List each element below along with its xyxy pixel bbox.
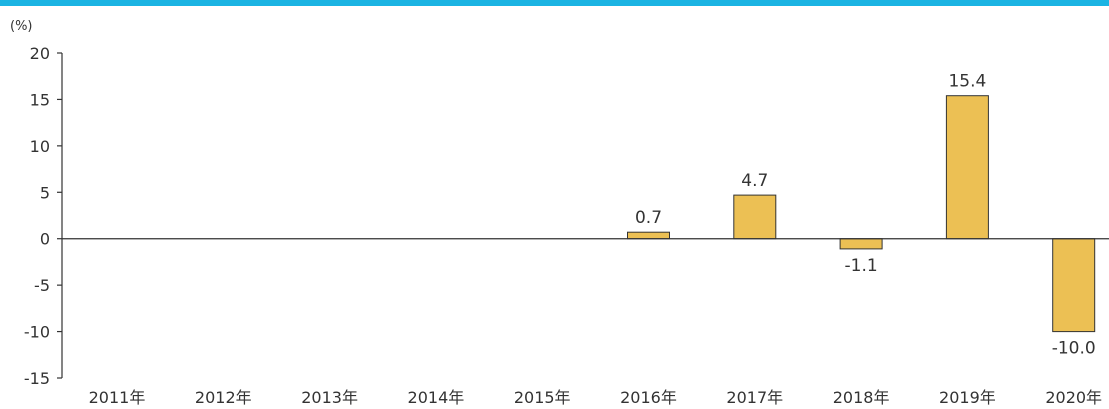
y-axis: 20 15 10 5 0 -5 -10 -15 [24, 44, 63, 388]
bar-2019年 [945, 95, 989, 240]
x-tick-label: 2013年 [301, 388, 358, 407]
y-tick-label: 10 [30, 137, 50, 156]
value-labels: 0.7 4.7 -1.1 15.4 -10.0 [635, 72, 1096, 359]
y-tick-label: -10 [24, 323, 50, 342]
value-label: 4.7 [741, 171, 768, 191]
value-label: -1.1 [845, 256, 878, 276]
value-label: 15.4 [948, 72, 986, 92]
y-tick-label: 20 [30, 44, 50, 63]
x-tick-label: 2018年 [833, 388, 890, 407]
bar-2020年 [1052, 238, 1096, 333]
x-tick-label: 2012年 [195, 388, 252, 407]
value-label: 0.7 [635, 208, 662, 228]
y-tick-label: -5 [34, 276, 50, 295]
bar-2017年 [733, 194, 777, 240]
x-tick-label: 2015年 [514, 388, 571, 407]
x-axis-labels: 2011年 2012年 2013年 2014年 2015年 2016年 2017年 2018年… [89, 388, 1102, 407]
bar-2018年 [839, 238, 883, 250]
x-tick-label: 2016年 [620, 388, 677, 407]
x-tick-label: 2014年 [408, 388, 465, 407]
header-accent-bar [0, 0, 1109, 6]
y-tick-label: -15 [24, 369, 50, 388]
y-tick-label: 0 [40, 230, 50, 249]
x-tick-label: 2017年 [726, 388, 783, 407]
bar-2016年 [627, 231, 670, 240]
x-tick-label: 2019年 [939, 388, 996, 407]
x-tick-label: 2011年 [89, 388, 146, 407]
value-label: -10.0 [1052, 339, 1096, 359]
bars [627, 95, 1096, 333]
y-tick-label: 15 [30, 90, 50, 109]
y-tick-label: 5 [40, 183, 50, 202]
y-axis-unit-label: (%) [10, 19, 33, 34]
x-tick-label: 2020年 [1045, 388, 1102, 407]
